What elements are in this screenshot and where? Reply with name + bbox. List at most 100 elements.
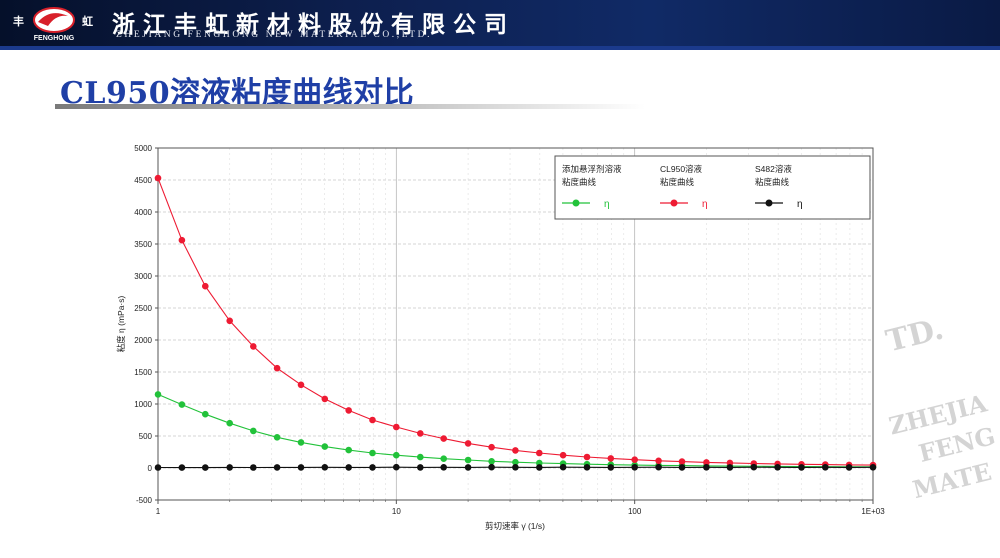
data-point-s482 [345,464,352,471]
data-point-s482 [178,464,186,471]
y-tick-label: 2000 [134,336,152,345]
data-point-s482 [655,463,662,471]
data-point-s482 [369,464,376,471]
data-point-cl950 [583,453,591,461]
data-point-suspension [297,439,305,446]
data-point-cl950 [202,282,209,290]
y-tick-label: 4000 [134,208,152,217]
data-point-suspension [321,443,329,450]
data-point-cl950 [273,364,281,372]
data-point-suspension [393,451,400,459]
x-axis-ticks: 1 10 100 1E+03 [156,500,885,516]
y-tick-label: 0 [148,464,153,473]
data-point-s482 [321,464,329,471]
logo-char-left: 丰 [13,14,24,28]
data-point-s482 [488,463,495,471]
y-axis-label: 粘度 η (mPa·s) [116,295,126,352]
data-point-s482 [607,464,615,471]
data-point-cl950 [250,343,257,350]
legend-marker-suspension [572,199,580,207]
data-point-suspension [512,458,519,466]
y-tick-label: 1500 [134,368,152,377]
data-point-suspension [440,455,448,463]
data-point-cl950 [536,449,543,457]
data-point-s482 [774,464,781,471]
legend-label-suspension: 粘度曲线 [562,177,597,187]
series-line-suspension [157,393,873,468]
legend-box [554,155,871,220]
data-point-s482 [226,464,233,471]
data-point-cl950 [559,451,567,459]
data-point-cl950 [607,455,615,462]
data-point-s482 [512,464,519,471]
data-point-s482 [536,464,543,471]
legend-marker-cl950 [670,199,678,207]
data-point-suspension [464,456,472,464]
y-axis-ticks: -500 0 500 1000 1500 2000 2500 3000 3500 4000 4500… [134,144,158,505]
legend-symbol-cl950: η [702,199,708,210]
data-point-s482 [250,464,257,471]
x-tick-label: 1 [156,507,161,516]
legend-label-cl950: 粘度曲线 [660,177,695,187]
data-point-suspension [202,410,209,418]
y-tick-label: 3000 [134,272,152,281]
plot-frame [157,147,874,501]
company-name-cn: 浙江丰虹新材料股份有限公司 [112,11,515,38]
data-point-cl950 [631,456,638,464]
data-point-suspension [417,453,424,461]
data-point-s482 [631,464,638,471]
data-point-s482 [845,464,853,471]
data-point-s482 [154,464,162,471]
y-tick-label: 3500 [134,240,152,249]
data-point-cl950 [464,440,472,447]
data-point-suspension [273,434,281,441]
data-point-cl950 [154,174,162,182]
data-point-cl950 [369,416,376,424]
data-point-suspension [369,449,376,457]
data-point-cl950 [393,423,400,431]
data-point-s482 [726,464,734,471]
data-point-s482 [750,463,758,471]
data-point-s482 [869,464,877,471]
data-point-cl950 [655,457,662,465]
data-point-cl950 [703,459,710,466]
data-point-cl950 [488,443,495,451]
data-point-suspension [250,427,257,435]
y-tick-label: 2500 [134,304,152,313]
x-tick-label: 100 [628,507,642,516]
logo-text: FENGHONG [34,35,75,42]
data-point-cl950 [678,458,686,465]
logo-char-right: 虹 [82,14,93,28]
data-point-s482 [583,464,591,471]
data-point-s482 [678,464,686,471]
data-point-s482 [440,464,448,471]
data-point-s482 [417,464,424,471]
data-point-cl950 [178,236,186,244]
y-tick-label: 500 [139,432,153,441]
data-point-s482 [703,464,710,471]
data-point-cl950 [440,435,448,442]
y-tick-label: 4500 [134,176,152,185]
company-logo: 丰 虹 FENGHONG [13,7,93,42]
legend-label-s482: S482溶液 [755,164,792,174]
company-name-en: ZHEJIANG FENGHONG NEW MATERIAL CO.,LTD. [116,30,433,40]
data-point-cl950 [321,395,329,403]
data-point-cl950 [345,407,352,414]
banner-stripe [0,46,1000,50]
header-banner: 丰 虹 FENGHONG 浙江丰虹新材料股份有限公司 ZHEJIANG FENG… [0,0,1000,50]
data-point-suspension [154,391,162,398]
legend-label-cl950: CL950溶液 [660,164,703,174]
watermark-line-1: TD. [882,311,948,360]
y-tick-label: -500 [136,496,153,505]
x-tick-label: 10 [392,507,401,516]
data-point-cl950 [226,317,233,325]
data-point-s482 [297,464,305,471]
data-point-s482 [822,464,829,471]
series-layer [154,174,877,471]
legend-label-suspension: 添加悬浮剂溶液 [562,164,622,174]
x-axis-label: 剪切速率 γ̇ (1/s) [485,521,545,531]
data-point-s482 [393,463,400,471]
data-point-suspension [488,458,495,465]
